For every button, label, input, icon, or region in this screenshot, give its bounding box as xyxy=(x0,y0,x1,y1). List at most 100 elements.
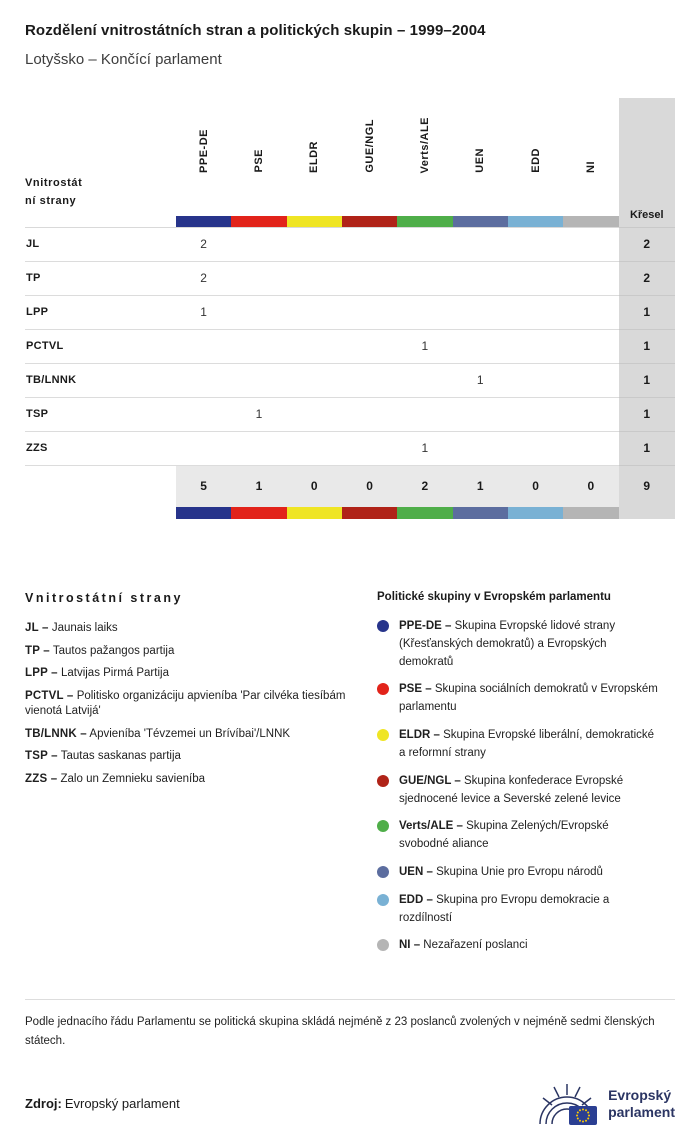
group-legend-item: PSE – Skupina sociálních demokratů v Evr… xyxy=(377,681,661,717)
table-value-cell xyxy=(175,431,232,466)
table-value-cell: 1 xyxy=(452,363,508,398)
table-value-cell xyxy=(286,431,342,466)
table-value-cell xyxy=(286,261,342,296)
column-header-pse: PSE xyxy=(252,149,265,173)
party-legend-item: TB/LNNK – Apvieníba 'Tévzemei un Brívíba… xyxy=(25,727,291,740)
party-row-label: TSP xyxy=(25,397,176,432)
group-color-dot xyxy=(377,774,389,787)
column-header-gue-ngl: GUE/NGL xyxy=(363,119,376,173)
group-color-dot xyxy=(377,939,389,952)
group-color-bar xyxy=(231,507,287,519)
party-row-label: JL xyxy=(25,227,176,262)
party-row-label: TP xyxy=(25,261,176,296)
table-value-cell xyxy=(286,363,342,398)
column-header-ppe-de: PPE-DE xyxy=(197,129,210,173)
table-row-tp: TP 2 2 xyxy=(25,261,675,296)
seats-table: Vnitrostátní strany PPE-DE PSE ELDR GUE/… xyxy=(25,98,675,519)
table-value-cell xyxy=(231,363,287,398)
seats-cell: 1 xyxy=(618,329,675,364)
group-color-bar-row-bottom xyxy=(25,507,675,519)
table-value-cell: 1 xyxy=(231,397,287,432)
group-color-dot xyxy=(377,620,389,632)
table-header-row: Vnitrostátní strany PPE-DE PSE ELDR GUE/… xyxy=(25,98,675,228)
group-color-bar xyxy=(341,216,398,228)
group-color-dot xyxy=(377,683,389,696)
table-value-cell xyxy=(397,295,453,330)
group-color-bar xyxy=(175,216,232,228)
source-value: Evropský parlament xyxy=(64,1096,180,1112)
totals-blank-cell xyxy=(25,465,176,507)
legends-section: Vnitrostátní strany JL – Jaunais laiks T… xyxy=(25,591,675,965)
total-cell: 1 xyxy=(231,465,287,507)
bar-blank-cell xyxy=(25,507,176,519)
table-value-cell xyxy=(341,227,398,262)
table-value-cell xyxy=(563,431,619,466)
total-cell: 0 xyxy=(563,465,619,507)
table-value-cell xyxy=(507,397,564,432)
footnote: Podle jednacího řádu Parlamentu se polit… xyxy=(25,999,675,1050)
page-subtitle: Lotyšsko – Končící parlament xyxy=(25,51,222,68)
table-value-cell xyxy=(452,295,508,330)
column-header-verts-ale: Verts/ALE xyxy=(418,116,431,173)
table-row-tb-lnnk: TB/LNNK 1 1 xyxy=(25,363,675,398)
party-legend-item: TSP – Tautas saskanas partija xyxy=(25,750,181,763)
column-header-edd: EDD xyxy=(529,148,542,173)
table-value-cell xyxy=(175,363,232,398)
table-value-cell xyxy=(563,261,619,296)
table-value-cell xyxy=(286,329,342,364)
source-label: Zdroj: xyxy=(25,1096,62,1112)
group-color-bar xyxy=(452,216,508,228)
table-value-cell xyxy=(286,295,342,330)
table-value-cell: 1 xyxy=(175,295,232,330)
group-color-bar xyxy=(286,216,342,228)
party-legend-item: ZZS – Zalo un Zemnieku savieníba xyxy=(25,772,205,785)
total-cell: 0 xyxy=(341,465,398,507)
table-value-cell xyxy=(175,329,232,364)
group-color-bar xyxy=(231,216,287,228)
group-color-dot xyxy=(377,729,389,742)
total-cell: 1 xyxy=(452,465,508,507)
seats-cell: 1 xyxy=(618,397,675,432)
table-value-cell xyxy=(452,227,508,262)
table-value-cell xyxy=(507,431,564,466)
table-row-zzs: ZZS 1 1 xyxy=(25,431,675,466)
table-value-cell xyxy=(341,295,398,330)
group-color-bar xyxy=(397,216,453,228)
table-row-jl: JL 2 2 xyxy=(25,227,675,262)
table-row-tsp: TSP 1 1 xyxy=(25,397,675,432)
table-value-cell xyxy=(452,397,508,432)
table-value-cell xyxy=(507,261,564,296)
table-value-cell: 2 xyxy=(175,261,232,296)
table-value-cell xyxy=(563,329,619,364)
ep-hemicycle-icon xyxy=(539,1083,598,1125)
party-row-label: PCTVL xyxy=(25,329,176,364)
table-value-cell xyxy=(507,363,564,398)
table-row-pctvl: PCTVL 1 1 xyxy=(25,329,675,364)
table-value-cell xyxy=(452,261,508,296)
group-color-bar xyxy=(286,507,342,519)
table-value-cell: 2 xyxy=(175,227,232,262)
seats-cell: 2 xyxy=(618,261,675,296)
table-value-cell xyxy=(286,227,342,262)
group-color-dot xyxy=(377,893,389,906)
group-color-bar xyxy=(452,507,508,519)
column-header-ni: NI xyxy=(584,161,597,173)
total-cell: 2 xyxy=(397,465,453,507)
group-color-bar xyxy=(397,507,453,519)
seats-cell: 1 xyxy=(618,431,675,466)
table-corner-label: Vnitrostátní strany xyxy=(25,177,83,208)
group-color-bar xyxy=(507,216,564,228)
table-value-cell xyxy=(397,227,453,262)
group-legend-item: PPE-DE – Skupina Evropské lidové strany … xyxy=(377,618,661,671)
group-color-bar xyxy=(341,507,398,519)
table-value-cell xyxy=(397,363,453,398)
table-value-cell xyxy=(563,227,619,262)
table-value-cell: 1 xyxy=(397,329,453,364)
party-row-label: TB/LNNK xyxy=(25,363,176,398)
seats-cell: 2 xyxy=(618,227,675,262)
total-cell: 0 xyxy=(286,465,342,507)
table-value-cell xyxy=(507,329,564,364)
party-legend-item: LPP – Latvijas Pirmá Partija xyxy=(25,667,169,680)
table-value-cell xyxy=(341,397,398,432)
